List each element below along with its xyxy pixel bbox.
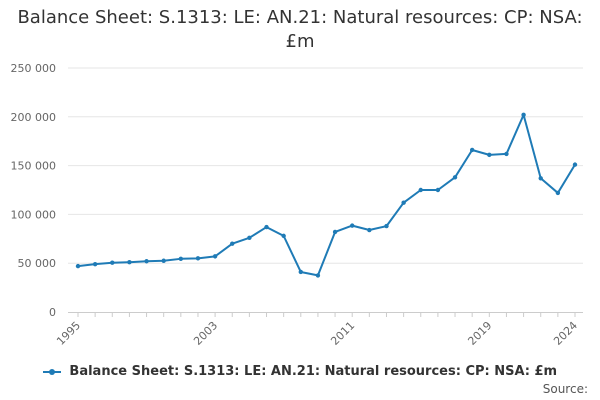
data-point[interactable]: [350, 223, 355, 228]
data-point[interactable]: [315, 273, 321, 278]
axes: 0 50 000 100 000 150 000 200 000 250 000 1995 2…: [11, 62, 583, 348]
data-point[interactable]: [469, 147, 475, 153]
data-point[interactable]: [332, 229, 338, 235]
data-point[interactable]: [264, 224, 269, 230]
legend-swatch: [42, 367, 61, 377]
data-point[interactable]: [452, 175, 458, 180]
data-point[interactable]: [281, 233, 286, 239]
x-tick-label: 2011: [328, 319, 357, 348]
data-point[interactable]: [127, 260, 132, 265]
legend[interactable]: Balance Sheet: S.1313: LE: AN.21: Natura…: [0, 364, 600, 379]
data-point[interactable]: [367, 227, 372, 233]
x-tick-label: 1995: [54, 319, 83, 348]
data-point[interactable]: [401, 200, 406, 205]
x-tick-label: 2003: [191, 319, 220, 348]
y-tick-label: 250 000: [11, 62, 57, 75]
data-point[interactable]: [230, 241, 235, 246]
x-tick-label: 2024: [551, 319, 580, 348]
data-point[interactable]: [555, 190, 561, 196]
data-point[interactable]: [110, 260, 115, 265]
data-point[interactable]: [75, 263, 81, 269]
x-tick-label: 2019: [465, 319, 494, 348]
gridlines: [68, 67, 583, 264]
source-label: Source:: [542, 382, 588, 396]
data-point[interactable]: [247, 235, 252, 241]
data-point[interactable]: [435, 187, 441, 193]
data-point[interactable]: [538, 176, 543, 181]
y-tick-label: 100 000: [11, 208, 57, 221]
data-point[interactable]: [572, 162, 578, 167]
data-point[interactable]: [504, 151, 509, 157]
y-tick-label: 50 000: [18, 257, 57, 270]
legend-label: Balance Sheet: S.1313: LE: AN.21: Natura…: [69, 364, 558, 379]
data-point[interactable]: [521, 112, 526, 118]
y-tick-label: 200 000: [11, 111, 57, 124]
data-point[interactable]: [178, 256, 184, 262]
data-point[interactable]: [418, 187, 423, 193]
series: [75, 112, 578, 278]
chart-title: Balance Sheet: S.1313: LE: AN.21: Natura…: [17, 7, 583, 52]
y-tick-label: 150 000: [11, 160, 57, 173]
data-point[interactable]: [212, 254, 218, 259]
data-point[interactable]: [92, 261, 98, 267]
data-point[interactable]: [144, 259, 149, 264]
data-point[interactable]: [487, 152, 492, 158]
y-tick-label: 0: [49, 306, 56, 319]
series-line: [77, 113, 576, 277]
data-point[interactable]: [195, 256, 201, 261]
data-point[interactable]: [298, 269, 303, 275]
data-point[interactable]: [161, 258, 166, 263]
data-point[interactable]: [384, 223, 389, 229]
